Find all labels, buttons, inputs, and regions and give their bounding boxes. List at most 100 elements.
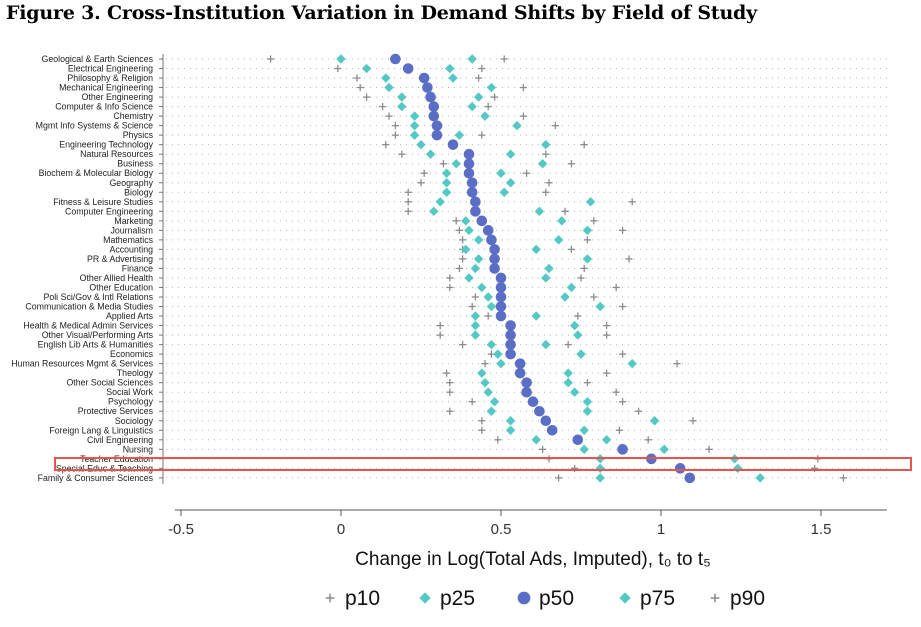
p90-point: [603, 369, 611, 377]
legend-p75-label: p75: [640, 587, 675, 610]
category-label-poli-sci-gov-intl-relations: Poli Sci/Gov & Intl Relations: [43, 292, 153, 302]
p10-point: [446, 283, 454, 292]
p90-point: [625, 255, 633, 263]
row-guides: [159, 58, 887, 479]
p75-point: [454, 130, 465, 140]
p10-point: [439, 160, 447, 168]
p25-point: [441, 187, 452, 197]
category-label-social-work: Social Work: [106, 387, 153, 397]
p25-point: [416, 139, 426, 150]
p25-point: [441, 168, 452, 178]
p25-point: [486, 339, 497, 350]
category-label-journalism: Journalism: [110, 225, 153, 235]
p50-point: [521, 386, 532, 398]
p90-point: [523, 169, 531, 177]
legend-p25-marker: [419, 592, 431, 604]
category-label-communication-media-studies: Communication & Media Studies: [25, 302, 153, 312]
p25-point: [505, 425, 516, 435]
p25-point: [384, 82, 394, 93]
p10-point: [459, 341, 467, 349]
p90-point: [673, 360, 681, 368]
p50-point: [489, 244, 500, 255]
p90-point: [542, 188, 550, 196]
p50-point: [486, 234, 497, 246]
p90-point: [689, 417, 697, 425]
legend-p10-label: p10: [345, 587, 380, 610]
category-label-electrical-engineering: Electrical Engineering: [68, 64, 153, 74]
p75-point: [448, 73, 458, 83]
p50-point: [489, 263, 500, 274]
category-label-special-educ-teaching: Special Educ & Teaching: [56, 463, 153, 473]
p90-point: [590, 293, 598, 301]
category-label-chemistry: Chemistry: [113, 111, 153, 121]
category-label-business: Business: [117, 159, 153, 169]
p10-point: [420, 169, 428, 177]
p90-point: [567, 245, 575, 253]
p90-point: [615, 426, 623, 434]
category-label-pr-advertising: PR & Advertising: [87, 254, 153, 264]
p75-point: [576, 349, 586, 359]
figure-title: Figure 3. Cross-Institution Variation in…: [6, 2, 757, 24]
p10-point: [455, 264, 463, 273]
p75-point: [582, 406, 593, 416]
p90-point: [484, 103, 492, 111]
category-label-biochem-molecular-biology: Biochem & Molecular Biology: [39, 168, 154, 178]
x-tick-label: 1.5: [811, 521, 832, 538]
p90-point: [583, 236, 591, 244]
p75-point: [486, 82, 497, 93]
p50-point: [521, 377, 532, 388]
p10-point: [267, 55, 275, 63]
category-label-economics: Economics: [110, 349, 154, 359]
p50-point: [527, 396, 539, 408]
p25-point: [483, 387, 493, 397]
p75-point: [445, 63, 455, 74]
x-axis-ticks: -0.5 0 0.5 1 1.5: [168, 510, 831, 538]
p75-point: [557, 216, 567, 226]
p90-point: [603, 331, 611, 339]
category-label-biology: Biology: [124, 187, 153, 197]
legend-p50-label: p50: [539, 587, 574, 610]
p75-point: [627, 358, 637, 369]
highlight-box: [54, 457, 912, 471]
p25-point: [579, 444, 589, 455]
p90-point: [564, 341, 572, 349]
p90-point: [491, 93, 499, 101]
p50-point: [546, 424, 558, 436]
p50-point: [514, 358, 526, 369]
p90-point: [635, 407, 643, 415]
p75-point: [531, 311, 541, 321]
p50-point: [482, 225, 494, 236]
p50-point: [505, 329, 516, 341]
p90-point: [580, 264, 588, 273]
category-label-computer-info-science: Computer & Info Science: [55, 102, 153, 112]
p75-point: [579, 425, 589, 435]
p75-point: [531, 244, 541, 255]
p50-point: [422, 82, 433, 93]
p75-point: [553, 235, 564, 245]
p25-point: [361, 63, 372, 74]
p50-point: [431, 129, 443, 141]
p75-point: [499, 187, 509, 197]
category-label-civil-engineering: Civil Engineering: [87, 435, 153, 445]
p75-point: [505, 149, 516, 159]
category-label-other-visual-performing-arts: Other Visual/Performing Arts: [42, 330, 154, 340]
p10-point: [481, 360, 489, 368]
p90-point: [478, 131, 486, 139]
p10-point: [446, 388, 454, 396]
p25-point: [486, 301, 497, 312]
p25-point: [461, 244, 471, 255]
category-label-mechanical-engineering: Mechanical Engineering: [59, 83, 153, 93]
p50-point: [463, 158, 475, 170]
category-label-english-lib-arts-humanities: English Lib Arts & Humanities: [38, 340, 154, 350]
legend-p25-label: p25: [440, 587, 475, 610]
p10-point: [478, 417, 486, 425]
p90-point: [574, 312, 582, 320]
p25-point: [480, 377, 490, 388]
p50-point: [495, 301, 507, 312]
p75-point: [480, 111, 490, 121]
p75-point: [649, 416, 660, 426]
p50-point: [684, 472, 696, 484]
p10-point: [468, 398, 476, 406]
p75-point: [601, 435, 612, 445]
